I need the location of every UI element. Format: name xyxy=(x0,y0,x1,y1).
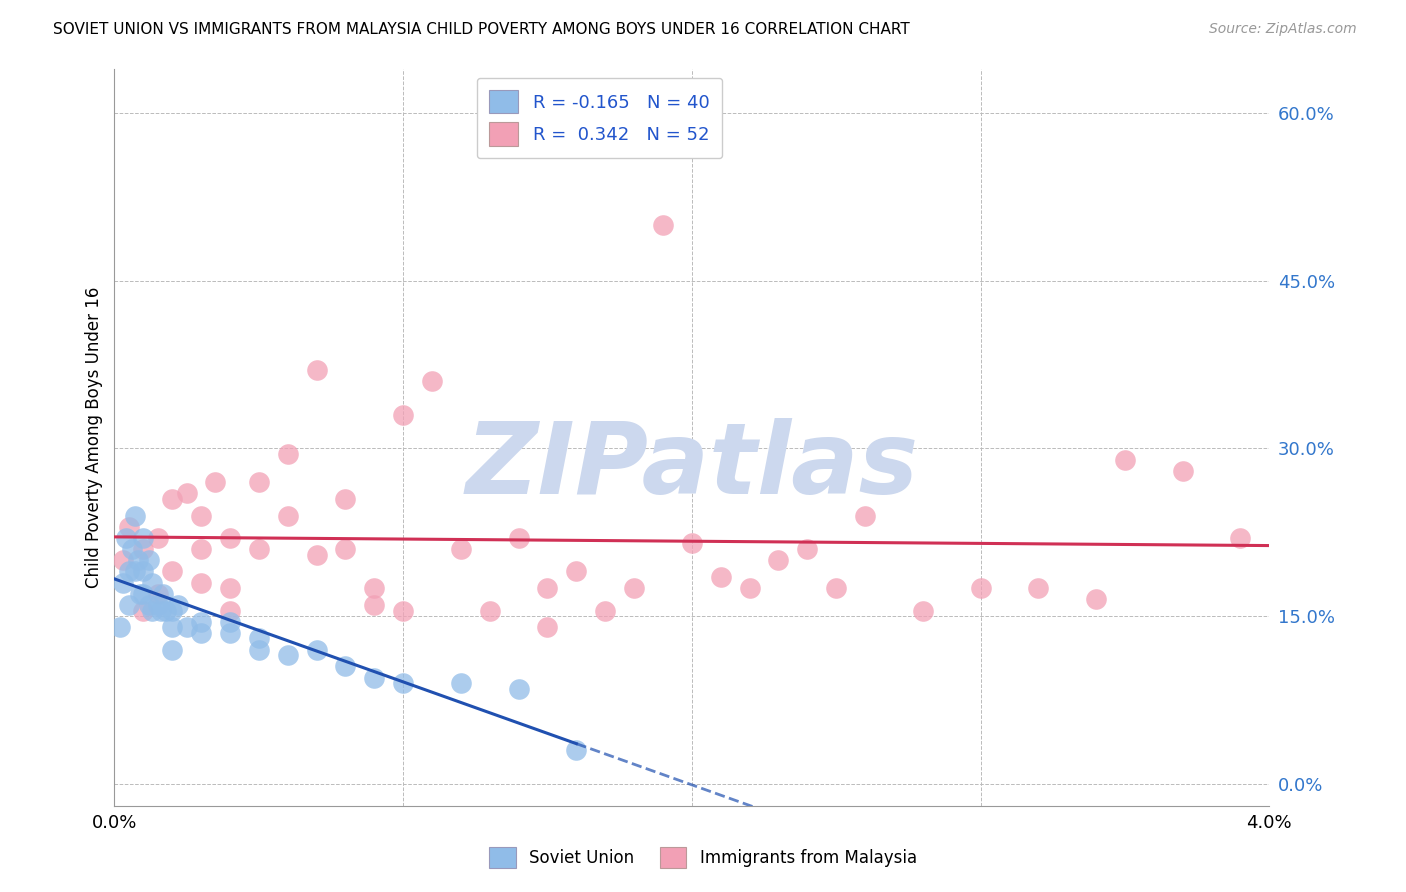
Point xyxy=(146,531,169,545)
Point xyxy=(190,615,212,629)
Point xyxy=(392,408,415,422)
Point xyxy=(247,475,270,489)
Point xyxy=(124,508,146,523)
Point xyxy=(593,603,616,617)
Point xyxy=(363,598,385,612)
Point xyxy=(536,581,558,595)
Point xyxy=(190,575,212,590)
Point xyxy=(176,486,198,500)
Point xyxy=(710,570,733,584)
Point xyxy=(149,603,172,617)
Point xyxy=(623,581,645,595)
Point xyxy=(160,642,183,657)
Point xyxy=(565,743,588,757)
Point xyxy=(825,581,848,595)
Point xyxy=(160,565,183,579)
Point xyxy=(392,676,415,690)
Point xyxy=(450,542,472,557)
Point xyxy=(132,587,155,601)
Point xyxy=(247,542,270,557)
Legend: R = -0.165   N = 40, R =  0.342   N = 52: R = -0.165 N = 40, R = 0.342 N = 52 xyxy=(477,78,723,158)
Point xyxy=(160,620,183,634)
Point xyxy=(1085,592,1108,607)
Point xyxy=(681,536,703,550)
Point xyxy=(160,603,183,617)
Point xyxy=(124,565,146,579)
Point xyxy=(132,565,155,579)
Y-axis label: Child Poverty Among Boys Under 16: Child Poverty Among Boys Under 16 xyxy=(86,286,103,588)
Point xyxy=(190,542,212,557)
Point xyxy=(115,531,138,545)
Point xyxy=(305,548,328,562)
Point xyxy=(190,625,212,640)
Text: ZIPatlas: ZIPatlas xyxy=(465,418,918,516)
Point xyxy=(335,542,357,557)
Point xyxy=(132,542,155,557)
Point xyxy=(652,218,675,232)
Point xyxy=(112,553,135,567)
Point xyxy=(219,581,242,595)
Point xyxy=(138,553,160,567)
Point xyxy=(247,632,270,646)
Point xyxy=(108,620,131,634)
Point xyxy=(450,676,472,690)
Point xyxy=(335,491,357,506)
Point xyxy=(335,659,357,673)
Point xyxy=(969,581,991,595)
Point xyxy=(219,625,242,640)
Point xyxy=(146,598,169,612)
Point xyxy=(146,587,169,601)
Point xyxy=(176,620,198,634)
Point xyxy=(911,603,934,617)
Point xyxy=(118,519,141,533)
Text: SOVIET UNION VS IMMIGRANTS FROM MALAYSIA CHILD POVERTY AMONG BOYS UNDER 16 CORRE: SOVIET UNION VS IMMIGRANTS FROM MALAYSIA… xyxy=(53,22,910,37)
Point xyxy=(190,508,212,523)
Point xyxy=(121,542,143,557)
Point xyxy=(853,508,876,523)
Point xyxy=(536,620,558,634)
Point xyxy=(132,531,155,545)
Point xyxy=(508,681,530,696)
Point xyxy=(141,603,163,617)
Point xyxy=(219,531,242,545)
Point xyxy=(738,581,761,595)
Point xyxy=(141,575,163,590)
Point xyxy=(129,587,152,601)
Point xyxy=(392,603,415,617)
Point xyxy=(796,542,818,557)
Point xyxy=(219,603,242,617)
Legend: Soviet Union, Immigrants from Malaysia: Soviet Union, Immigrants from Malaysia xyxy=(481,838,925,877)
Point xyxy=(1171,464,1194,478)
Point xyxy=(305,363,328,377)
Point xyxy=(1229,531,1251,545)
Point xyxy=(112,575,135,590)
Point xyxy=(132,603,155,617)
Point xyxy=(118,598,141,612)
Point xyxy=(1026,581,1049,595)
Point xyxy=(167,598,190,612)
Point xyxy=(305,642,328,657)
Point xyxy=(1114,452,1136,467)
Point xyxy=(277,447,299,461)
Point xyxy=(219,615,242,629)
Point xyxy=(277,508,299,523)
Point xyxy=(152,587,174,601)
Point xyxy=(277,648,299,663)
Point xyxy=(363,671,385,685)
Point xyxy=(478,603,501,617)
Point xyxy=(363,581,385,595)
Point xyxy=(138,598,160,612)
Point xyxy=(204,475,226,489)
Point xyxy=(118,565,141,579)
Point xyxy=(247,642,270,657)
Text: Source: ZipAtlas.com: Source: ZipAtlas.com xyxy=(1209,22,1357,37)
Point xyxy=(768,553,790,567)
Point xyxy=(160,491,183,506)
Point xyxy=(127,553,149,567)
Point xyxy=(420,375,443,389)
Point xyxy=(508,531,530,545)
Point xyxy=(155,603,177,617)
Point xyxy=(565,565,588,579)
